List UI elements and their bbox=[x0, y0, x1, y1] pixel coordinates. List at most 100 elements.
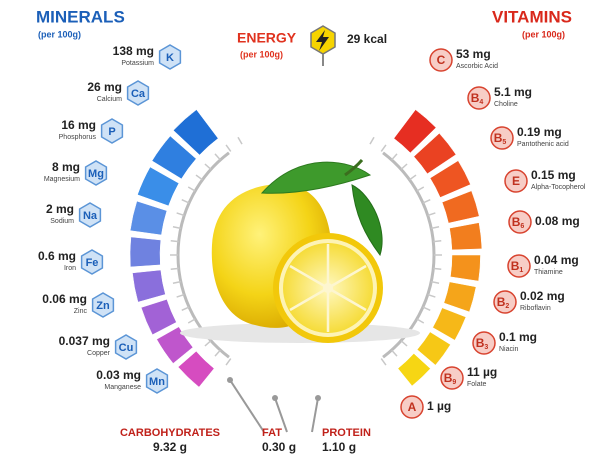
vitamin-band bbox=[432, 307, 467, 341]
mineral-symbol: K bbox=[166, 52, 174, 64]
mineral-symbol: Mg bbox=[88, 168, 104, 180]
mineral-name: Magnesium bbox=[44, 176, 80, 183]
mineral-amount: 26 mg bbox=[87, 80, 122, 94]
tick bbox=[176, 212, 185, 217]
tick bbox=[400, 163, 408, 170]
vitamin-name: Pantothenic acid bbox=[517, 141, 569, 148]
vitamin-sub: 3 bbox=[484, 344, 488, 351]
vitamin-symbol: B5 bbox=[494, 131, 507, 146]
pointer-dot bbox=[272, 395, 278, 401]
tick bbox=[214, 153, 221, 161]
mineral-amount: 138 mg bbox=[113, 44, 154, 58]
tick bbox=[369, 136, 375, 145]
energy-icon bbox=[310, 25, 336, 66]
vitamins-sub: (per 100g) bbox=[522, 29, 565, 39]
mineral-symbol: Ca bbox=[131, 88, 146, 100]
macro-amount: 0.30 g bbox=[262, 440, 296, 454]
tick bbox=[433, 267, 442, 270]
vitamin-name: Riboflavin bbox=[520, 305, 551, 312]
tick bbox=[380, 358, 387, 366]
vitamin-badge bbox=[490, 126, 514, 150]
vitamin-badge bbox=[440, 366, 464, 390]
vitamin-letter: B bbox=[471, 91, 480, 105]
vitamin-symbol: E bbox=[512, 174, 520, 188]
tick bbox=[431, 280, 440, 285]
tick bbox=[176, 293, 185, 298]
mineral-badge bbox=[100, 118, 124, 144]
mineral-amount: 0.6 mg bbox=[38, 249, 76, 263]
vitamin-letter: B bbox=[494, 131, 503, 145]
mineral-badge bbox=[78, 202, 102, 228]
vitamin-badge bbox=[467, 86, 491, 110]
energy-title: ENERGY bbox=[237, 30, 297, 46]
mineral-badge bbox=[84, 160, 108, 186]
vitamin-amount: 0.1 mg bbox=[499, 330, 537, 344]
tick bbox=[225, 358, 232, 366]
tick bbox=[214, 349, 221, 357]
vitamin-symbol: B9 bbox=[444, 371, 457, 386]
pointer-dot bbox=[227, 377, 233, 383]
mineral-band bbox=[129, 236, 162, 268]
macro-label: CARBOHYDRATES bbox=[120, 427, 220, 439]
vitamin-letter: B bbox=[444, 371, 453, 385]
mineral-badge bbox=[145, 368, 169, 394]
tick bbox=[416, 318, 425, 324]
tick bbox=[427, 212, 436, 217]
vitamin-band bbox=[416, 331, 451, 366]
tick bbox=[195, 174, 203, 181]
vitamin-letter: E bbox=[512, 174, 520, 188]
vitamin-band bbox=[397, 353, 431, 387]
mineral-band bbox=[129, 200, 168, 236]
vitamin-amount: 1 µg bbox=[427, 399, 451, 413]
vitamin-letter: B bbox=[511, 259, 520, 273]
tick bbox=[391, 153, 398, 161]
tick bbox=[181, 198, 190, 204]
lemon bbox=[180, 159, 420, 343]
mineral-amount: 2 mg bbox=[46, 202, 74, 216]
vitamin-amount: 0.15 mg bbox=[531, 168, 576, 182]
vitamin-badge bbox=[493, 290, 517, 314]
macro-amount: 9.32 g bbox=[153, 440, 187, 454]
mineral-band bbox=[137, 166, 180, 207]
mineral-symbol: P bbox=[108, 126, 115, 138]
vitamin-name: Niacin bbox=[499, 346, 519, 353]
mineral-amount: 0.06 mg bbox=[42, 292, 87, 306]
vitamin-sub: 2 bbox=[505, 303, 509, 310]
tick bbox=[181, 306, 190, 312]
vitamin-sub: 1 bbox=[519, 267, 523, 274]
mineral-name: Manganese bbox=[104, 384, 141, 391]
macro-label: FAT bbox=[262, 427, 282, 439]
tick bbox=[170, 267, 179, 270]
vitamin-amount: 5.1 mg bbox=[494, 85, 532, 99]
mineral-name: Zinc bbox=[74, 308, 88, 315]
mineral-symbol: Mn bbox=[149, 376, 165, 388]
mineral-band bbox=[132, 269, 166, 303]
energy-sub: (per 100g) bbox=[240, 49, 283, 59]
vitamin-amount: 0.04 mg bbox=[534, 253, 579, 267]
tick bbox=[237, 136, 243, 145]
mineral-badge bbox=[114, 334, 138, 360]
vitamin-band bbox=[443, 281, 477, 313]
vitamin-band bbox=[449, 222, 483, 251]
vitamin-badge bbox=[400, 395, 424, 419]
tick bbox=[204, 163, 212, 170]
energy-value: 29 kcal bbox=[347, 32, 387, 46]
vitamin-letter: C bbox=[437, 53, 446, 67]
vitamin-badge bbox=[429, 48, 453, 72]
mineral-badge bbox=[158, 44, 182, 70]
vitamin-band bbox=[393, 109, 437, 154]
vitamin-badge bbox=[472, 331, 496, 355]
pointer bbox=[311, 397, 319, 433]
vitamin-badge bbox=[508, 210, 532, 234]
vitamin-band bbox=[429, 160, 471, 198]
tick bbox=[433, 240, 442, 243]
vitamin-name: Choline bbox=[494, 101, 518, 108]
vitamin-symbol: B1 bbox=[511, 259, 524, 274]
vitamin-name: Thiamine bbox=[534, 269, 563, 276]
mineral-name: Calcium bbox=[97, 96, 122, 103]
mineral-name: Phosphorus bbox=[59, 134, 97, 141]
tick bbox=[225, 144, 232, 152]
tick bbox=[431, 225, 440, 230]
